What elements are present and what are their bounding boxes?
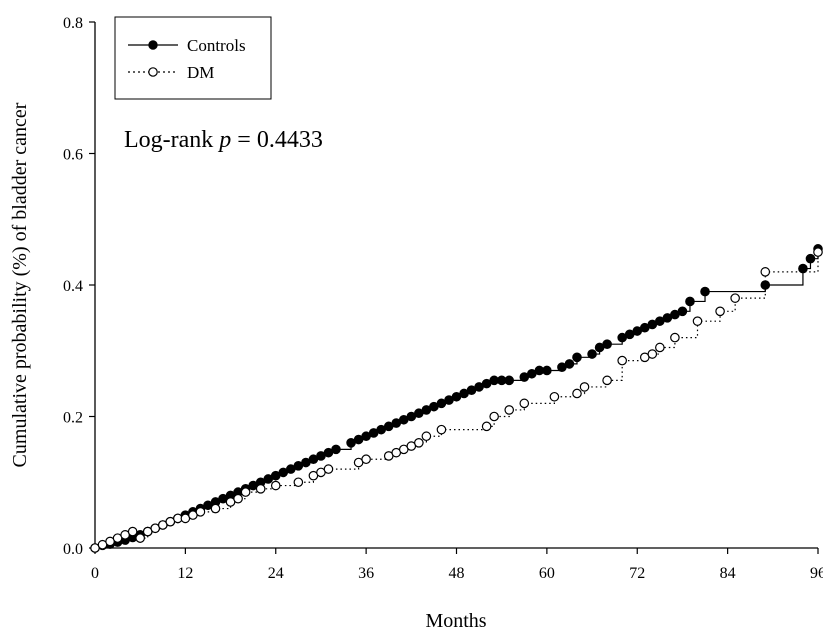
point-dm: [240, 487, 251, 497]
point-dm: [436, 424, 447, 435]
point-dm: [692, 316, 703, 326]
point-dm: [579, 382, 590, 392]
x-ticks: 0 12 24 36 48 60 72 84 96: [91, 548, 823, 582]
y-axis-title: Cumulative probability (%) of bladder ca…: [9, 102, 31, 467]
legend: Controls DM: [114, 16, 272, 100]
point-controls: [700, 286, 710, 297]
x-tick-label: 36: [358, 565, 374, 582]
point-dm: [760, 267, 771, 277]
x-tick-label: 72: [629, 565, 645, 582]
legend-marker-dm: [148, 67, 158, 77]
x-tick-label: 12: [177, 565, 193, 582]
point-controls: [677, 306, 688, 317]
point-dm: [293, 477, 304, 488]
point-dm: [655, 342, 665, 353]
point-dm: [421, 431, 432, 442]
point-dm: [195, 507, 206, 517]
point-dm: [127, 526, 138, 537]
point-controls: [331, 444, 341, 455]
point-dm: [519, 398, 530, 409]
x-tick-label: 0: [91, 565, 99, 582]
y-ticks: 0.0 0.2 0.4 0.6 0.8: [63, 15, 95, 558]
x-tick-label: 96: [810, 565, 823, 582]
x-tick-label: 48: [449, 565, 465, 582]
point-dm: [361, 454, 371, 465]
log-rank-prefix: Log-rank: [124, 127, 219, 153]
point-dm: [730, 293, 740, 303]
point-controls: [504, 375, 515, 386]
x-tick-label: 84: [720, 565, 736, 582]
point-controls: [542, 365, 552, 376]
x-tick-label: 24: [268, 565, 284, 582]
point-dm: [617, 355, 627, 366]
legend-label-controls: Controls: [187, 36, 246, 55]
y-tick-label: 0.2: [63, 410, 83, 427]
point-controls: [587, 349, 597, 359]
point-controls: [798, 263, 808, 274]
series-layer: [90, 244, 823, 553]
y-tick-label: 0.4: [63, 278, 83, 295]
point-controls: [805, 253, 816, 264]
legend-marker-controls: [148, 40, 158, 50]
legend-label-dm: DM: [187, 63, 214, 82]
y-tick-label: 0.6: [63, 147, 83, 164]
log-rank-p: p: [217, 127, 231, 153]
axes: [94, 22, 818, 549]
legend-box: [114, 16, 272, 100]
point-dm: [549, 391, 560, 402]
point-dm: [504, 405, 515, 415]
point-dm: [715, 306, 725, 317]
point-dm: [813, 247, 823, 257]
point-controls: [602, 339, 612, 349]
point-dm: [135, 533, 145, 543]
point-dm: [481, 421, 492, 432]
log-rank-annotation: Log-rank p = 0.4433: [124, 127, 323, 153]
y-tick-label: 0.0: [63, 541, 83, 558]
point-dm: [572, 388, 582, 399]
point-dm: [233, 493, 243, 504]
point-controls: [685, 296, 695, 307]
point-dm: [647, 349, 658, 359]
point-dm: [670, 332, 680, 343]
point-dm: [255, 484, 266, 494]
point-dm: [489, 411, 499, 422]
log-rank-value: = 0.4433: [231, 127, 323, 153]
point-dm: [210, 503, 221, 514]
point-controls: [572, 352, 582, 363]
x-tick-label: 60: [539, 565, 555, 582]
point-dm: [414, 437, 424, 448]
point-controls: [564, 359, 575, 369]
point-dm: [602, 375, 612, 386]
point-dm: [270, 480, 281, 491]
x-axis-title: Months: [425, 610, 486, 632]
point-dm: [323, 464, 334, 474]
y-tick-label: 0.8: [63, 15, 83, 32]
